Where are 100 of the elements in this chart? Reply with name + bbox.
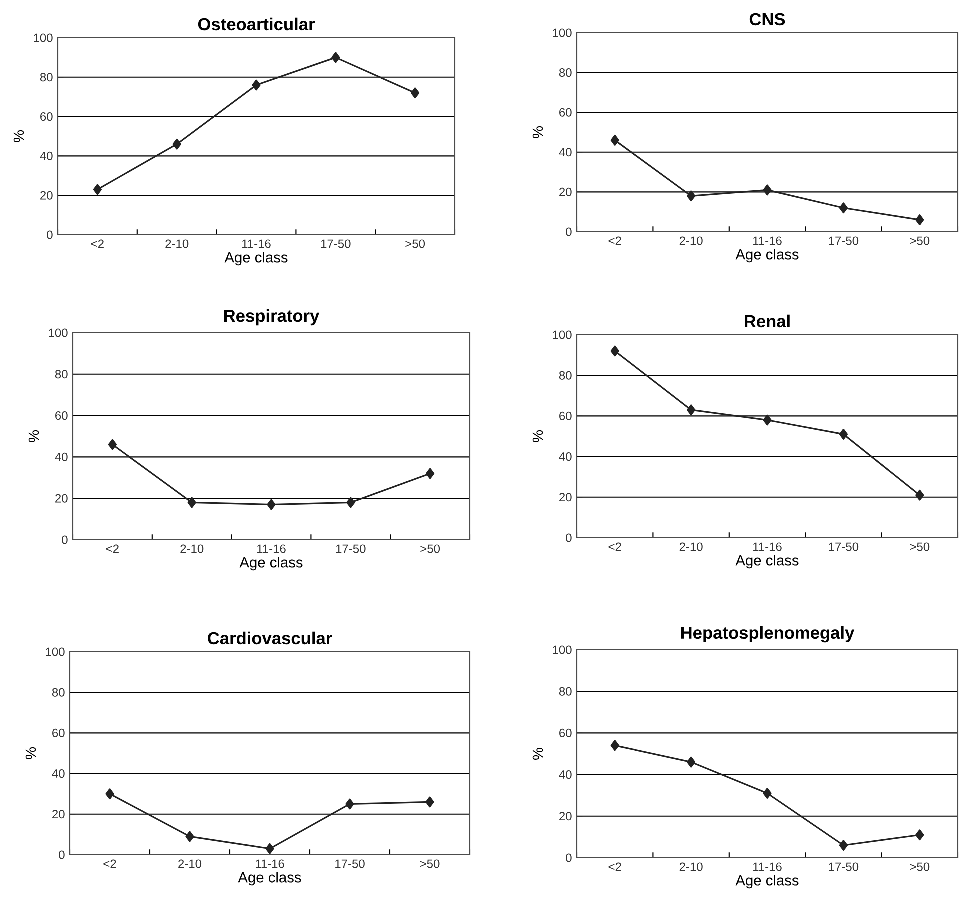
- y-tick-label: 0: [59, 850, 65, 860]
- x-tick-label: 11-16: [242, 240, 271, 248]
- y-axis-title: %: [26, 748, 36, 760]
- y-tick-label: 20: [560, 493, 572, 502]
- x-tick-label: 11-16: [754, 542, 782, 552]
- x-tick-label: >50: [910, 542, 930, 552]
- point: [332, 52, 340, 64]
- y-tick-label: 20: [52, 810, 65, 819]
- y-tick-label: 80: [40, 73, 53, 82]
- y-tick-label: 60: [40, 112, 53, 122]
- y-tick-label: 100: [46, 648, 65, 656]
- y-tick-label: 80: [55, 370, 68, 379]
- x-axis-title: Age class: [224, 252, 288, 266]
- x-tick-label: <2: [104, 860, 116, 868]
- y-tick-label: 60: [560, 728, 572, 738]
- x-tick-label: 11-16: [754, 236, 782, 246]
- point: [426, 796, 434, 808]
- x-tick-label: 11-16: [258, 544, 286, 554]
- y-tick-label: 40: [559, 770, 572, 780]
- y-tick-label: 60: [560, 412, 572, 420]
- point: [108, 439, 117, 450]
- y-tick-label: 40: [559, 148, 572, 157]
- y-axis-title: %: [532, 126, 544, 138]
- point: [346, 497, 356, 508]
- y-tick-label: 100: [49, 328, 68, 338]
- point: [172, 138, 182, 150]
- x-tick-label: 2-10: [680, 236, 703, 246]
- x-tick-label: <2: [608, 862, 622, 872]
- point: [188, 497, 196, 508]
- x-tick-label: >50: [420, 544, 440, 554]
- y-tick-label: 40: [55, 452, 68, 462]
- x-tick-label: <2: [106, 544, 119, 554]
- y-tick-label: 80: [559, 687, 572, 696]
- x-tick-label: 2-10: [180, 544, 204, 554]
- x-tick-label: >50: [420, 860, 440, 868]
- point: [186, 831, 194, 842]
- point: [610, 740, 620, 752]
- point: [763, 788, 772, 799]
- x-tick-label: 11-16: [256, 860, 284, 868]
- point: [839, 202, 848, 214]
- point: [266, 843, 274, 854]
- point: [610, 134, 620, 146]
- y-axis-title: %: [532, 430, 544, 442]
- point: [610, 346, 620, 357]
- y-tick-label: 40: [40, 152, 53, 160]
- x-axis-title: Age class: [736, 249, 799, 263]
- point: [687, 756, 696, 768]
- x-tick-label: 17-50: [829, 236, 859, 246]
- point: [916, 214, 924, 226]
- y-axis-title: %: [14, 130, 24, 142]
- chart-title: CNS: [750, 13, 786, 26]
- point: [93, 184, 102, 196]
- x-axis-title: Age class: [736, 555, 799, 569]
- point: [267, 499, 276, 510]
- y-tick-label: 100: [553, 646, 572, 654]
- chart-title: Respiratory: [224, 309, 320, 326]
- y-tick-label: 20: [56, 494, 68, 503]
- point: [106, 788, 114, 800]
- x-axis-title: Age class: [736, 875, 799, 889]
- y-axis-title: %: [532, 748, 544, 760]
- x-tick-label: 17-50: [336, 860, 365, 868]
- y-tick-label: 20: [560, 188, 572, 196]
- y-tick-label: 0: [62, 536, 68, 544]
- y-tick-label: 0: [47, 230, 53, 240]
- chart-title: Hepatosplenomegaly: [681, 626, 855, 643]
- x-tick-label: 17-50: [829, 542, 859, 552]
- y-tick-label: 40: [559, 452, 572, 462]
- point: [426, 468, 435, 480]
- x-tick-label: >50: [406, 240, 426, 248]
- x-tick-label: <2: [608, 542, 622, 552]
- point: [839, 840, 848, 851]
- y-tick-label: 80: [559, 68, 572, 78]
- x-tick-label: 2-10: [166, 240, 189, 248]
- x-tick-label: 2-10: [680, 542, 703, 552]
- x-tick-label: <2: [91, 240, 104, 248]
- point: [839, 428, 848, 440]
- point: [916, 490, 924, 501]
- y-tick-label: 60: [56, 412, 68, 420]
- point: [687, 404, 696, 416]
- x-tick-label: 2-10: [178, 860, 202, 868]
- y-tick-label: 80: [52, 688, 65, 697]
- point: [410, 88, 420, 99]
- y-tick-label: 100: [34, 34, 53, 42]
- x-tick-label: 11-16: [754, 862, 782, 872]
- point: [916, 830, 924, 841]
- chart-title: Renal: [745, 314, 790, 328]
- y-tick-label: 60: [560, 108, 572, 117]
- x-tick-label: >50: [910, 236, 930, 246]
- y-tick-label: 80: [559, 371, 572, 380]
- y-tick-label: 60: [52, 728, 65, 738]
- y-tick-label: 0: [566, 534, 572, 542]
- point: [763, 414, 772, 426]
- x-tick-label: 17-50: [321, 240, 351, 248]
- x-tick-label: 17-50: [829, 862, 859, 872]
- point: [687, 190, 696, 202]
- x-tick-label: 2-10: [680, 862, 703, 872]
- x-tick-label: <2: [608, 236, 622, 246]
- y-tick-label: 20: [560, 812, 572, 821]
- chart-title: Osteoarticular: [198, 18, 315, 31]
- y-tick-label: 100: [553, 28, 572, 38]
